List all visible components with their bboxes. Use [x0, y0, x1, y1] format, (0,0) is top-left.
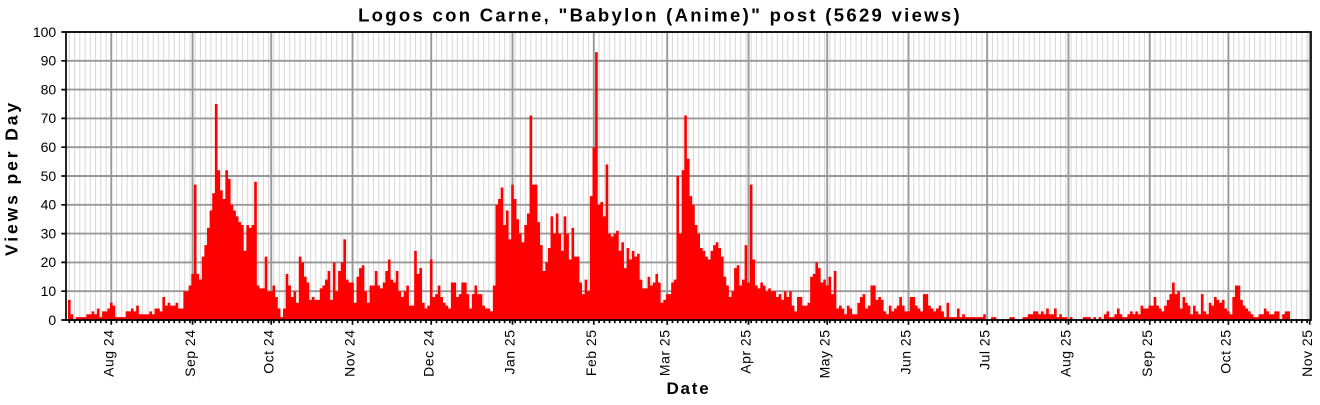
svg-text:Logos con Carne, "Babylon (Ani: Logos con Carne, "Babylon (Anime)" post … [358, 5, 962, 26]
svg-text:Oct 24: Oct 24 [260, 330, 276, 374]
svg-text:Views per Day: Views per Day [2, 100, 22, 256]
svg-text:10: 10 [41, 283, 57, 299]
svg-text:May 25: May 25 [816, 330, 832, 379]
svg-text:Sep 25: Sep 25 [1139, 330, 1155, 377]
svg-text:Aug 25: Aug 25 [1058, 330, 1074, 377]
svg-text:Sep 24: Sep 24 [182, 330, 198, 377]
svg-text:Feb 25: Feb 25 [583, 330, 599, 377]
svg-text:Nov 25: Nov 25 [1299, 330, 1315, 377]
svg-text:Jun 25: Jun 25 [898, 330, 914, 375]
svg-text:Oct 25: Oct 25 [1218, 330, 1234, 374]
svg-text:Apr 25: Apr 25 [738, 330, 754, 374]
svg-text:50: 50 [41, 168, 57, 184]
svg-text:40: 40 [41, 197, 57, 213]
svg-text:Dec 24: Dec 24 [420, 330, 436, 377]
svg-text:30: 30 [41, 225, 57, 241]
svg-text:60: 60 [41, 139, 57, 155]
svg-text:20: 20 [41, 254, 57, 270]
svg-text:Aug 24: Aug 24 [100, 330, 116, 377]
svg-text:Date: Date [666, 379, 710, 398]
svg-text:Jul 25: Jul 25 [976, 330, 992, 370]
svg-text:0: 0 [48, 312, 56, 328]
svg-text:80: 80 [41, 81, 57, 97]
svg-text:70: 70 [41, 110, 57, 126]
svg-text:Jan 25: Jan 25 [502, 330, 518, 375]
svg-text:100: 100 [33, 24, 57, 40]
svg-text:Nov 24: Nov 24 [342, 330, 358, 377]
svg-text:90: 90 [41, 53, 57, 69]
svg-text:Mar 25: Mar 25 [656, 330, 672, 377]
